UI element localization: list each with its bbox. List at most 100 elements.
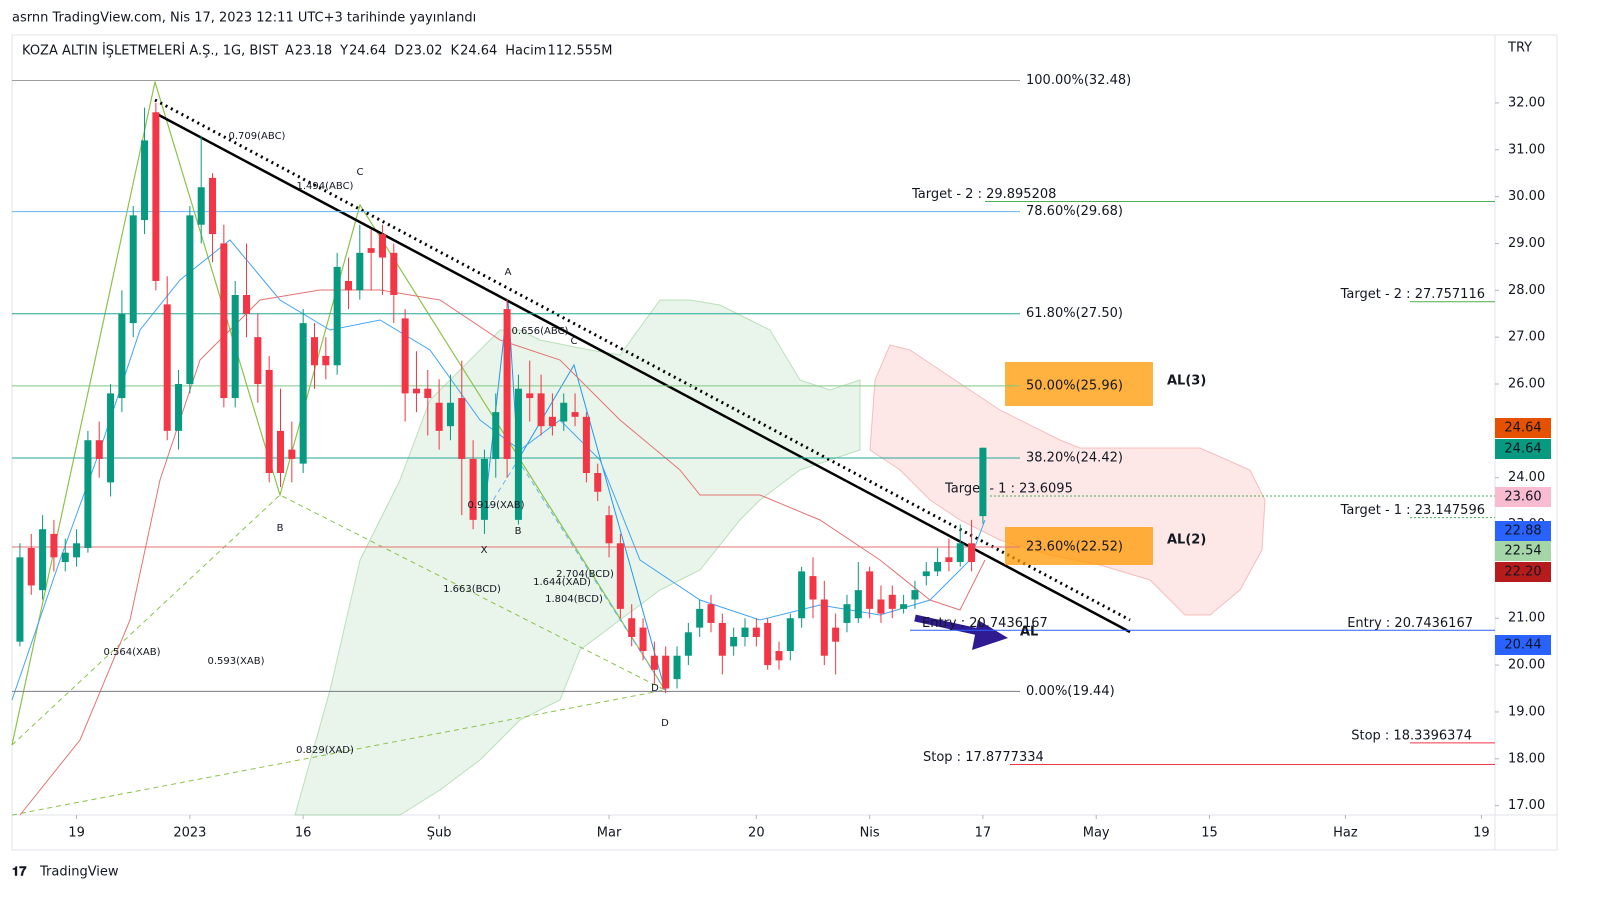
x-tick-label: Haz [1333,826,1358,841]
y-tick-label: 27.00 [1508,330,1545,345]
fib-label: 0.00%(19.44) [1026,684,1115,699]
price-tag [1495,541,1551,561]
candle-body [220,243,228,399]
candle-body [707,604,715,623]
ichimoku-cloud-red [869,344,1266,616]
price-tag [1495,562,1551,582]
legend-value: 23.18 [295,44,332,59]
price-tag-label: 22.88 [1504,524,1541,539]
price-tag [1495,487,1551,507]
candle-body [344,280,352,291]
pattern-label: X [481,545,488,556]
candle-body [684,632,692,656]
candle-body [514,388,522,520]
candle-body [945,557,953,563]
level-label: Target - 1 : 23.6095 [944,481,1073,496]
pattern-label: 0.593(XAB) [208,656,265,667]
y-tick-label: 19.00 [1508,704,1545,719]
candle-body [888,594,896,609]
symbol-title: KOZA ALTIN İŞLETMELERİ A.Ş., 1G, BIST [22,43,278,59]
candle-body [288,449,296,459]
price-tag-label: 23.60 [1504,490,1541,505]
candle-body [209,177,217,235]
candle-body [390,252,398,295]
candle-body [820,599,828,656]
candle-body [73,543,81,558]
candle-body [571,412,579,417]
candle-body [163,304,171,431]
candle-body [254,337,262,385]
pattern-label: 2.704(BCD) [556,569,614,580]
candle-body [548,416,556,427]
currency: TRY [1507,41,1532,56]
level-label: Entry : 20.7436167 [1347,616,1473,631]
candle-body [956,543,964,563]
candle-body [243,295,251,314]
candle-body [458,398,466,459]
candle-body [107,393,115,483]
candle-body [911,590,919,600]
logo: 𝟏𝟕 [12,865,27,880]
fib-label: 23.60%(22.52) [1026,540,1123,555]
candle-body [61,552,69,563]
fib-label: 78.60%(29.68) [1026,204,1123,219]
legend-value: 24.64 [460,44,497,59]
candle-body [730,636,738,647]
fib-label: 50.00%(25.96) [1026,378,1123,393]
candle-body [333,266,341,366]
candle-body [979,447,987,517]
level-label: Stop : 17.8777334 [923,750,1044,765]
y-tick-label: 29.00 [1508,236,1545,251]
candle-body [594,473,602,492]
signal-box [1005,527,1153,565]
y-tick-label: 26.00 [1508,377,1545,392]
pattern-label: 0.919(XAB) [468,500,525,511]
pattern-label: B [277,523,284,534]
price-tag [1495,635,1551,655]
y-tick-label: 18.00 [1508,751,1545,766]
harmonic-pattern-dashed [11,494,667,816]
candle-body [492,412,500,459]
legend-value: 24.64 [349,44,386,59]
candle-body [775,651,783,661]
candle-body [118,313,126,399]
candle-body [866,571,874,609]
x-tick-label: 16 [295,826,312,841]
pattern-label: 1.663(BCD) [443,584,501,595]
x-tick-label: 2023 [173,826,206,841]
candle-body [175,384,183,431]
pattern-label: 0.829(XAD) [296,745,354,756]
y-tick-label: 20.00 [1508,658,1545,673]
candle-body [798,571,806,619]
candle-body [560,402,568,422]
price-tag [1495,418,1551,438]
candle-body [650,655,658,670]
candle-body [50,533,58,558]
signal-label: AL [1020,625,1038,640]
candle-body [968,543,976,563]
y-tick-label: 28.00 [1508,283,1545,298]
price-tag-label: 24.64 [1504,442,1541,457]
candle-body [186,215,194,385]
candle-body [299,323,307,464]
candle-body [582,416,590,474]
pattern-label: D [661,718,669,729]
published-note: asrnn TradingView.com, Nis 17, 2023 12:1… [12,11,476,26]
candle-body [27,547,35,586]
fib-label: 61.80%(27.50) [1026,306,1123,321]
x-tick-label: 19 [68,826,85,841]
price-tag [1495,439,1551,459]
candle-body [843,604,851,623]
y-tick-label: 21.00 [1508,611,1545,626]
candle-body [696,608,704,628]
pattern-label: A [505,267,512,278]
y-tick-label: 30.00 [1508,189,1545,204]
x-tick-label: May [1083,826,1110,841]
candle-body [628,618,636,637]
level-label: Entry : 20.7436167 [922,616,1048,631]
fib-label: 38.20%(24.42) [1026,451,1123,466]
pattern-label: D [651,683,659,694]
candle-body [900,604,908,609]
level-label: Target - 1 : 23.147596 [1340,503,1485,518]
